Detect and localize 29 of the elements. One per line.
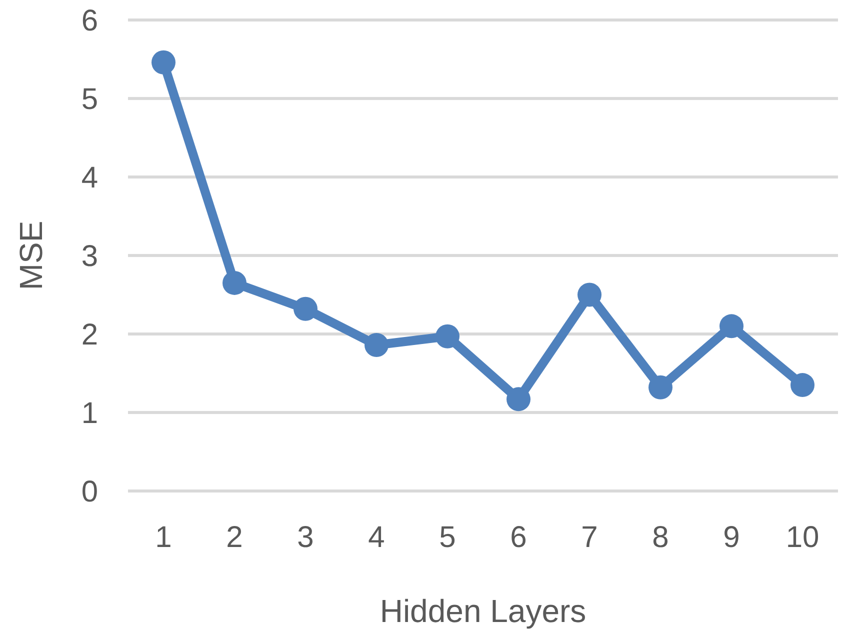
point — [506, 387, 530, 412]
y-tick-label: 0 — [81, 476, 98, 508]
x-axis-title: Hidden Layers — [380, 593, 586, 629]
y-tick-label: 1 — [81, 397, 98, 430]
point — [436, 324, 460, 348]
x-tick-label: 4 — [368, 521, 385, 554]
point — [648, 375, 672, 400]
x-tick-label: 2 — [226, 521, 243, 554]
x-tick-label: 10 — [786, 521, 820, 554]
y-axis-title: MSE — [13, 220, 49, 290]
x-tick-label: 8 — [652, 521, 669, 554]
y-tick-label: 5 — [81, 83, 98, 116]
x-tick-label: 5 — [439, 521, 456, 554]
point — [790, 373, 814, 398]
x-tick-label: 9 — [723, 521, 740, 554]
y-tick-label: 4 — [81, 162, 98, 194]
x-tick-label: 1 — [155, 521, 172, 554]
point — [152, 50, 176, 74]
x-tick-label: 7 — [581, 521, 598, 554]
y-tick-label: 6 — [81, 4, 98, 38]
y-tick-label: 3 — [81, 240, 98, 273]
y-tick-label: 2 — [81, 318, 98, 352]
x-tick-label: 6 — [510, 521, 527, 554]
point — [720, 314, 744, 338]
point — [578, 282, 602, 307]
point — [222, 270, 246, 295]
point — [294, 296, 318, 321]
point — [364, 332, 388, 357]
x-tick-label: 3 — [297, 521, 314, 554]
